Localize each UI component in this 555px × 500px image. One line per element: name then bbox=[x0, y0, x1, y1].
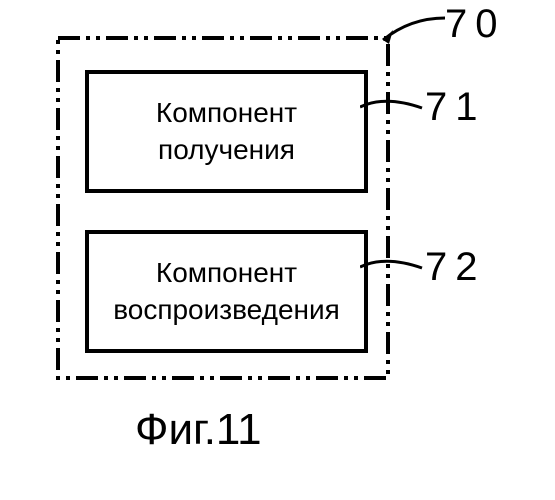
label-72: 72 bbox=[425, 245, 486, 290]
label-71: 71 bbox=[425, 85, 486, 130]
diagram-container: Компонент получения Компонент воспроизве… bbox=[55, 35, 385, 375]
leader-line-71 bbox=[360, 90, 425, 120]
label-70: 70 bbox=[445, 2, 506, 47]
box2-line2: воспроизведения bbox=[113, 292, 340, 328]
leader-line-72 bbox=[360, 250, 425, 280]
box2-line1: Компонент bbox=[156, 255, 297, 291]
arrow-to-70 bbox=[375, 10, 455, 50]
box1-line2: получения bbox=[158, 132, 295, 168]
figure-caption: Фиг.11 bbox=[135, 405, 262, 455]
component-box-1: Компонент получения bbox=[85, 70, 368, 193]
box1-line1: Компонент bbox=[156, 95, 297, 131]
component-box-2: Компонент воспроизведения bbox=[85, 230, 368, 353]
